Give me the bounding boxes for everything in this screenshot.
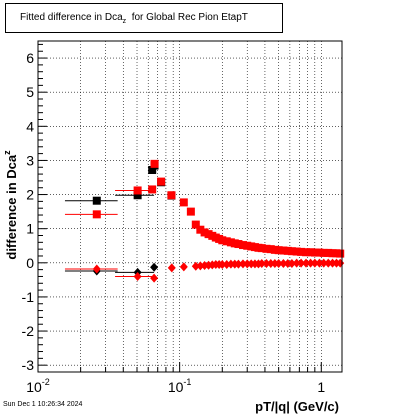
square-point [238,241,247,250]
square-point [257,244,266,253]
square-point [336,249,345,258]
series-2 [64,262,159,277]
diamond-point [92,264,101,274]
diamond-point [274,258,283,268]
diamond-point [150,273,159,283]
y-tick-label: 3 [26,152,34,168]
square-point [302,248,311,257]
y-tick-label: 0 [26,255,34,271]
square-point [315,248,324,257]
diamond-point [191,261,200,271]
y-tick-label: 5 [26,84,34,100]
series-1 [64,159,345,258]
y-tick-label: -1 [22,289,35,305]
square-point [274,246,283,255]
chart-title: Fitted difference in Dcaz for Global Rec… [20,12,248,25]
square-point [283,246,292,255]
y-axis-label-main: difference in Dca [4,154,19,260]
axis-ticks: 10-2 10-1 1 -3 -2 -1 0 1 2 3 4 5 6 [22,43,325,395]
x-tick-label: 10-2 [26,377,50,395]
square-point [133,186,142,195]
diamond-point [324,258,333,268]
diamond-point [257,258,266,268]
square-point [319,248,328,257]
square-point [179,198,188,207]
y-tick-label: -2 [22,323,35,339]
y-axis-label: difference in Dcaz [2,150,19,260]
y-axis-label-subscript: z [2,150,12,155]
square-point [148,185,157,194]
diamond-point [266,258,275,268]
y-tick-label: -3 [22,357,35,373]
y-tick-label: 6 [26,50,34,66]
square-point [167,191,176,200]
diamond-point [297,258,306,268]
square-point [310,248,319,257]
chart-title-rest: for Global Rec Pion EtapT [126,12,248,23]
plot-frame [37,40,343,373]
square-point [297,247,306,256]
square-point [191,220,200,229]
square-point [148,165,157,174]
square-point [292,247,301,256]
square-point [262,244,271,253]
diamond-point [315,258,324,268]
svg-text:difference in Dcaz: difference in Dcaz [2,150,19,260]
square-point [196,225,205,234]
diamond-point [238,259,247,269]
x-axis-label: pT/|q| (GeV/c) [255,399,339,414]
square-point [222,237,231,246]
x-tick-label: 1 [317,379,325,395]
diamond-point [150,262,159,272]
y-tick-label: 1 [26,221,34,237]
data-series [64,159,345,283]
square-point [186,207,195,216]
diamond-point [262,258,271,268]
square-point [324,248,333,257]
diamond-point [234,259,243,269]
chart-title-main: Fitted difference in Dca [20,12,123,23]
square-point [218,236,227,245]
square-point [157,177,166,186]
datestamp: Sun Dec 1 10:26:34 2024 [3,401,83,408]
y-tick-label: 4 [26,118,34,134]
square-point [234,240,243,249]
series-3 [64,258,345,283]
diamond-point [167,263,176,273]
diamond-point [319,258,328,268]
diamond-point [306,258,315,268]
diamond-point [283,258,292,268]
square-point [279,246,288,255]
diamond-point [302,258,311,268]
square-point [287,247,296,256]
grid-lines [38,41,342,372]
diamond-point [279,258,288,268]
x-tick-label: 10-1 [168,377,192,395]
square-point [266,245,275,254]
diamond-point [292,258,301,268]
square-point [92,210,101,219]
diamond-point [133,271,142,281]
square-point [133,191,142,200]
diamond-point [287,258,296,268]
square-point [306,248,315,257]
diamond-point [310,258,319,268]
diamond-point [218,260,227,270]
title-box: Fitted difference in Dcaz for Global Rec… [5,3,283,33]
square-point [92,196,101,205]
square-point [150,159,159,168]
chart-title-subscript: z [122,18,127,25]
y-tick-label: 2 [26,187,34,203]
diamond-point [179,262,188,272]
